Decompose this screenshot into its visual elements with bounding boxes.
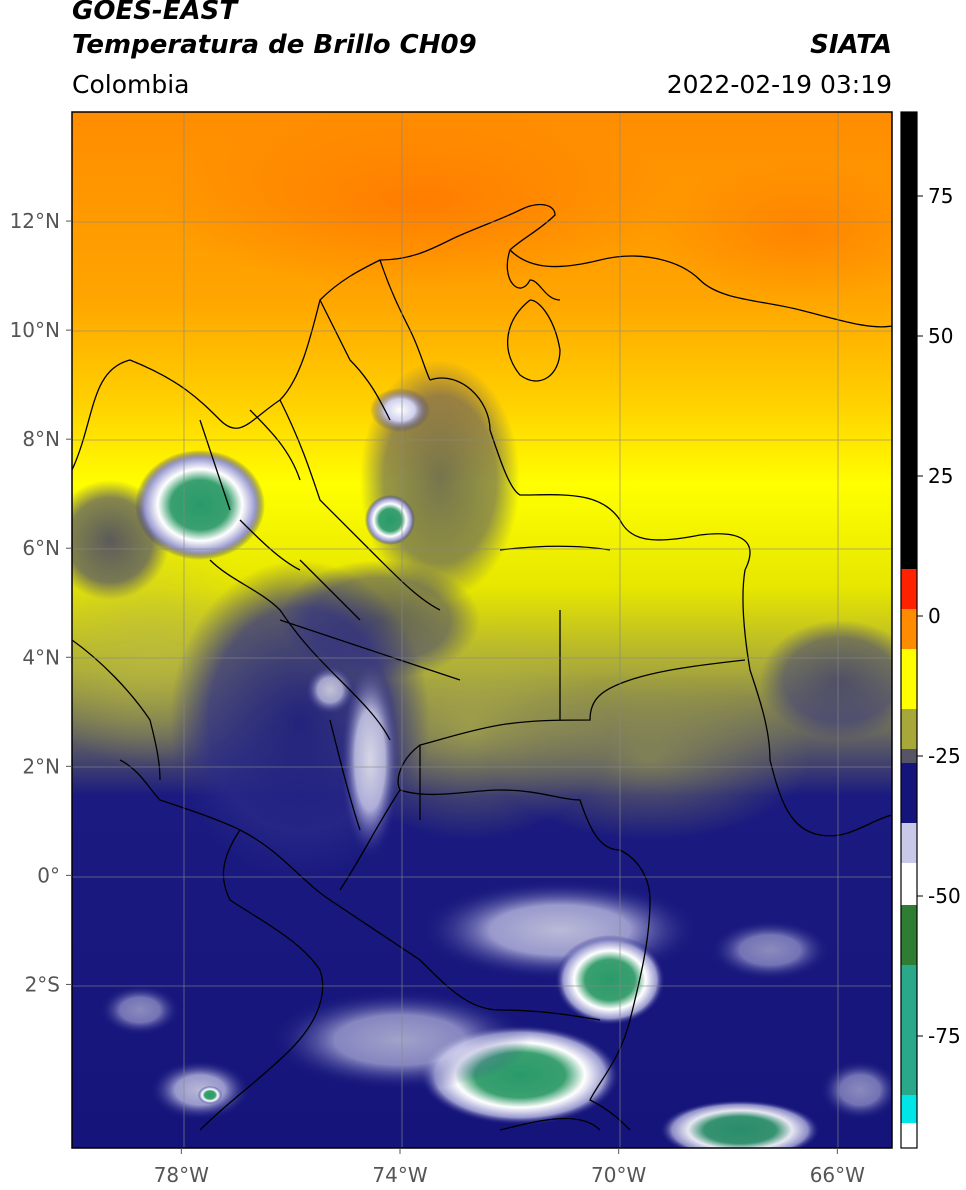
- colorbar-navy-segment: [901, 763, 917, 823]
- region-label: Colombia: [72, 70, 190, 99]
- lon-tick-label: 74°W: [372, 1163, 427, 1187]
- colorbar-green-segment: [901, 905, 917, 965]
- title-product: Temperatura de Brillo CH09: [72, 30, 477, 60]
- lat-tick-label: 10°N: [10, 318, 60, 342]
- colorbar-ticks: 75 50 25 0 -25 -50 -75: [917, 184, 961, 1048]
- colorbar-lavender-segment: [901, 823, 917, 863]
- lat-tick-label: 4°N: [22, 645, 60, 669]
- lat-tick-label: 2°S: [25, 972, 60, 996]
- colorbar-gray-segment: [901, 749, 917, 763]
- lat-tick-label: 12°N: [10, 209, 60, 233]
- colorbar-black-segment: [901, 112, 917, 569]
- lon-tick-label: 66°W: [810, 1163, 865, 1187]
- colorbar-tick-label: 0: [928, 604, 941, 628]
- colorbar-white-bottom: [901, 1123, 917, 1148]
- brand-label: SIATA: [810, 30, 892, 60]
- colorbar-tick-label: -50: [928, 884, 961, 908]
- colorbar-white-segment: [901, 863, 917, 905]
- colorbar-red-segment: [901, 569, 917, 609]
- colorbar-tick-label: 75: [928, 184, 953, 208]
- latitude-ticks: 12°N 10°N 8°N 6°N 4°N 2°N 0° 2°S: [10, 209, 72, 996]
- colorbar-tick-label: 25: [928, 464, 953, 488]
- colorbar-teal-segment: [901, 965, 917, 1095]
- graticule: [72, 112, 892, 1148]
- title-satellite: GOES-EAST: [72, 0, 238, 26]
- colorbar-frame: [900, 111, 918, 1149]
- colorbar-tick-label: -25: [928, 744, 961, 768]
- lon-tick-label: 78°W: [154, 1163, 209, 1187]
- lon-tick-label: 70°W: [591, 1163, 646, 1187]
- colorbar: 75 50 25 0 -25 -50 -75: [900, 111, 961, 1149]
- colorbar-orange-segment: [901, 609, 917, 649]
- lat-tick-label: 2°N: [22, 754, 60, 778]
- colorbar-yellow-segment: [901, 649, 917, 709]
- map-imagery: [72, 112, 892, 1148]
- lat-tick-label: 6°N: [22, 536, 60, 560]
- colorbar-tick-label: 50: [928, 324, 953, 348]
- timestamp-label: 2022-02-19 03:19: [666, 70, 892, 99]
- lat-tick-label: 0°: [37, 863, 60, 887]
- longitude-ticks: 78°W 74°W 70°W 66°W: [154, 1148, 865, 1187]
- lat-tick-label: 8°N: [22, 427, 60, 451]
- colorbar-tick-label: -75: [928, 1024, 961, 1048]
- borders-outline: [72, 203, 892, 1131]
- colorbar-olive-segment: [901, 709, 917, 749]
- colorbar-cyan-segment: [901, 1095, 917, 1123]
- map-frame: [71, 111, 893, 1149]
